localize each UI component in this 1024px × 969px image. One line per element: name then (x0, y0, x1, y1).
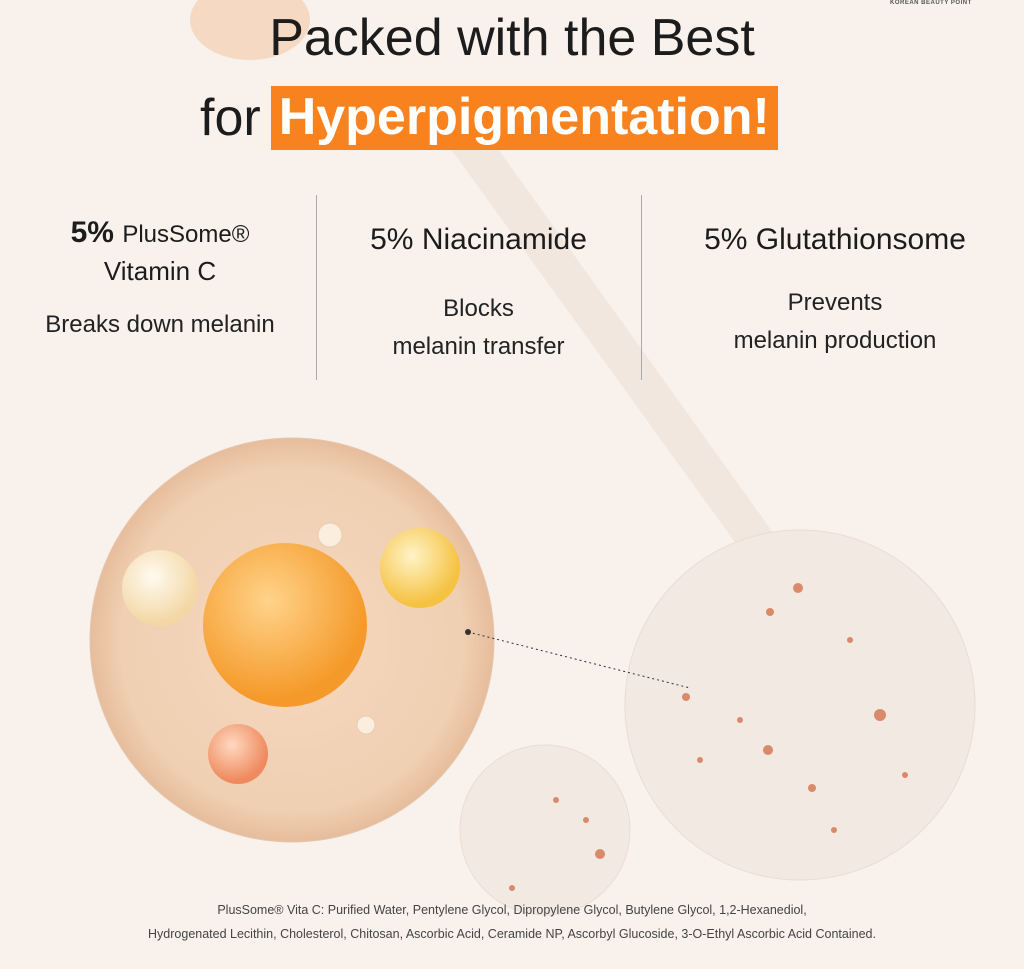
ingredient-name: Glutathionsome (755, 223, 966, 256)
ingredient-footnote: PlusSome® Vita C: Purified Water, Pentyl… (0, 898, 1024, 946)
ingredient-vitamin-c: 5% PlusSome® Vitamin C Breaks down melan… (10, 215, 310, 343)
ingredient-name-2: Vitamin C (103, 256, 217, 286)
ingredient-desc-2: melanin transfer (392, 333, 565, 360)
divider (641, 195, 642, 380)
percent: 5% (704, 223, 748, 256)
droplet-circle-small (459, 744, 631, 916)
ingredient-niacinamide: 5% Niacinamide Blocks melanin transfer (326, 222, 631, 366)
dropper-bulb (190, 0, 310, 60)
peach-bubble (208, 724, 268, 784)
connector-line (467, 631, 691, 689)
ingredient-desc-2: melanin production (733, 327, 937, 354)
footnote-line1: PlusSome® Vita C: Purified Water, Pentyl… (217, 903, 807, 917)
dropper-tube (430, 110, 850, 660)
ingredient-desc-1: Prevents (787, 289, 883, 316)
headline-highlight: Hyperpigmentation! (270, 86, 778, 150)
ingredient-glutathionsome: 5% Glutathionsome Prevents melanin produ… (650, 222, 1020, 360)
yellow-bubble (380, 528, 460, 608)
headline-prefix: for (200, 89, 261, 147)
ingredient-desc-1: Blocks (443, 295, 514, 322)
particles (509, 583, 908, 891)
ingredient-desc: Breaks down melanin (45, 311, 275, 338)
headline-line1: Packed with the Best (269, 9, 755, 67)
orange-bubble (203, 543, 367, 707)
brand-logo: KOREAN BEAUTY POINT (890, 0, 972, 6)
percent: 5% (70, 216, 114, 249)
droplet-circle-large (624, 529, 976, 881)
ingredient-name: Niacinamide (421, 223, 587, 256)
headline-line2: for Hyperpigmentation! (200, 86, 778, 150)
percent: 5% (370, 223, 414, 256)
divider (316, 195, 317, 380)
white-bubble (122, 550, 198, 626)
ingredient-name: PlusSome® (122, 221, 250, 248)
footnote-line2: Hydrogenated Lecithin, Cholesterol, Chit… (148, 927, 876, 941)
